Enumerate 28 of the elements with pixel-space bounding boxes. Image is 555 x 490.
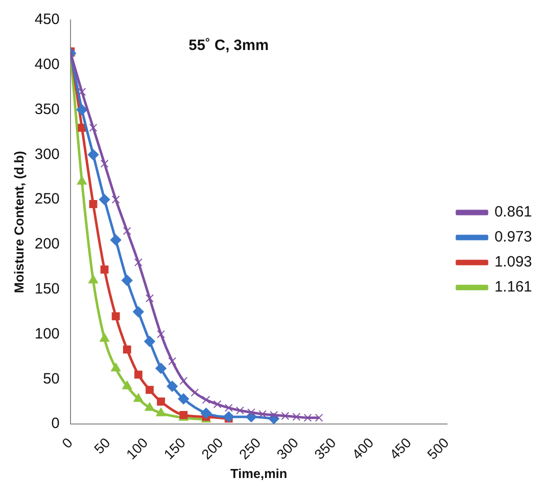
x-tick-label: 300: [273, 434, 302, 462]
x-tick-label: 450: [386, 434, 414, 462]
legend-label: 1.093: [494, 254, 532, 271]
x-tick-label: 350: [311, 434, 340, 462]
y-tick-label: 0: [51, 415, 60, 432]
legend-label: 1.161: [494, 278, 532, 296]
legend-label: 0.861: [494, 204, 532, 221]
legend-label: 0.973: [494, 228, 532, 246]
x-tick-label: 200: [198, 434, 226, 462]
y-tick-label: 50: [42, 370, 60, 388]
y-tick-label: 400: [34, 56, 60, 74]
y-tick-label: 300: [34, 146, 60, 163]
y-tick-label: 450: [34, 11, 60, 28]
x-tick-label: 50: [90, 434, 114, 457]
x-tick-label: 500: [424, 434, 452, 462]
y-tick-label: 250: [34, 190, 60, 208]
y-tick-label: 150: [34, 280, 60, 298]
x-tick-label: 100: [122, 434, 151, 462]
x-tick-label: 400: [348, 434, 377, 462]
x-tick-label: 150: [160, 434, 189, 462]
y-axis-title: Moisture Content, (d.b): [11, 150, 26, 294]
x-axis-title: Time,min: [230, 466, 288, 481]
x-tick-label: 0: [58, 434, 76, 452]
annotation: 55˚ C, 3mm: [188, 37, 269, 54]
x-tick-label: 250: [236, 434, 264, 462]
y-tick-label: 350: [34, 100, 60, 118]
y-tick-label: 200: [34, 236, 60, 253]
y-tick-label: 100: [34, 325, 60, 342]
